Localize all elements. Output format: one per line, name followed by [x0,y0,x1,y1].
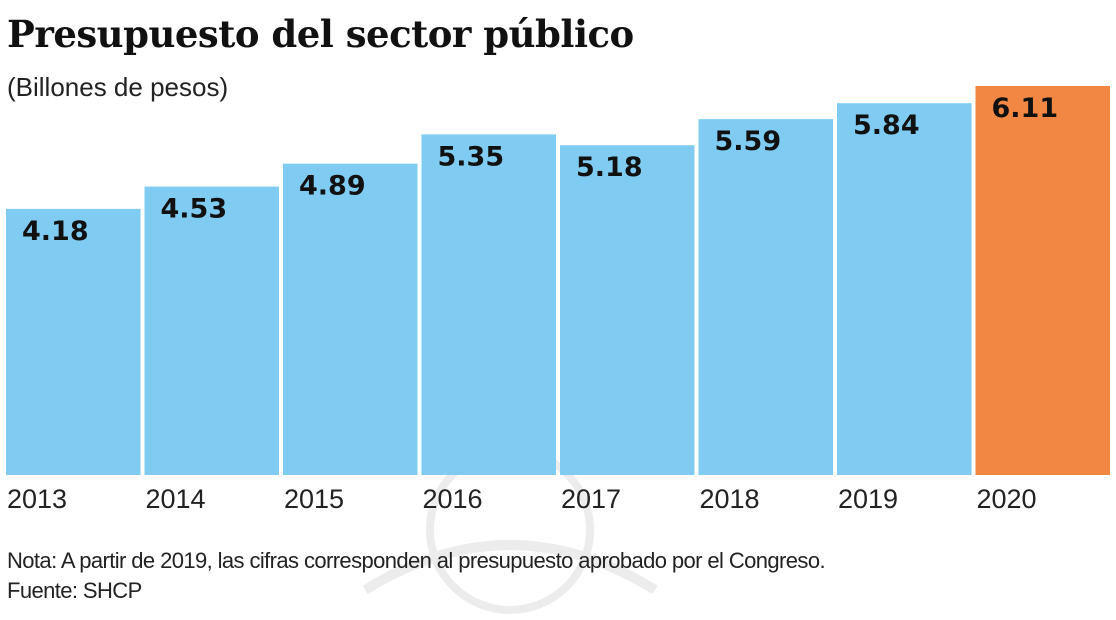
x-tick-label-2017: 2017 [561,484,621,514]
bar-2019 [837,103,972,475]
bar-2017 [560,145,695,476]
x-tick-label-2019: 2019 [838,484,898,514]
bar-2015 [283,163,418,475]
x-tick-label-2015: 2015 [284,484,344,514]
value-label-2013: 4.18 [22,216,89,247]
source-text: Fuente: SHCP [7,578,142,603]
chart-title: Presupuesto del sector público [7,12,634,56]
bar-2016 [421,134,556,476]
chart-subtitle: (Billones de pesos) [7,72,229,102]
footnote-text: Nota: A partir de 2019, las cifras corre… [7,548,826,573]
bar-2014 [144,186,279,475]
x-tick-label-2020: 2020 [977,484,1037,514]
bar-2018 [698,119,833,475]
value-label-2019: 5.84 [853,110,920,141]
x-tick-label-2013: 2013 [7,484,67,514]
value-label-2017: 5.18 [576,152,643,183]
x-tick-label-2014: 2014 [146,484,206,514]
x-tick-label-2018: 2018 [700,484,760,514]
value-label-2020: 6.11 [992,93,1059,124]
bar-2013 [6,208,141,475]
value-label-2018: 5.59 [715,126,782,157]
x-tick-label-2016: 2016 [423,484,483,514]
chart-footnote: Nota: A partir de 2019, las cifras corre… [7,546,826,606]
value-label-2016: 5.35 [438,141,505,172]
bar-2020 [975,86,1110,475]
value-label-2014: 4.53 [161,194,228,225]
bar-chart: 4.18 2013 4.53 2014 4.89 2015 5.35 2016 5.18 2017… [6,86,1110,514]
value-label-2015: 4.89 [299,171,366,202]
